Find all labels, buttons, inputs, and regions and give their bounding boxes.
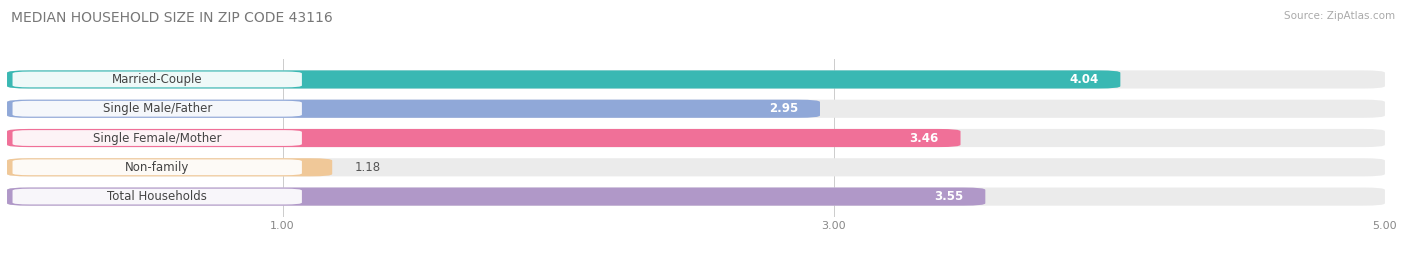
FancyBboxPatch shape bbox=[7, 158, 332, 176]
FancyBboxPatch shape bbox=[13, 72, 302, 87]
FancyBboxPatch shape bbox=[7, 129, 1385, 147]
Text: Total Households: Total Households bbox=[107, 190, 207, 203]
Text: 1.18: 1.18 bbox=[354, 161, 381, 174]
Text: 3.46: 3.46 bbox=[910, 132, 938, 144]
FancyBboxPatch shape bbox=[7, 70, 1385, 88]
FancyBboxPatch shape bbox=[13, 130, 302, 146]
Text: Single Male/Father: Single Male/Father bbox=[103, 102, 212, 115]
Text: 2.95: 2.95 bbox=[769, 102, 799, 115]
FancyBboxPatch shape bbox=[7, 70, 1121, 88]
FancyBboxPatch shape bbox=[13, 101, 302, 117]
Text: 3.55: 3.55 bbox=[934, 190, 963, 203]
Text: Non-family: Non-family bbox=[125, 161, 190, 174]
FancyBboxPatch shape bbox=[7, 188, 1385, 206]
Text: Single Female/Mother: Single Female/Mother bbox=[93, 132, 222, 144]
FancyBboxPatch shape bbox=[13, 159, 302, 175]
FancyBboxPatch shape bbox=[7, 158, 1385, 176]
FancyBboxPatch shape bbox=[7, 129, 960, 147]
Text: 4.04: 4.04 bbox=[1069, 73, 1098, 86]
FancyBboxPatch shape bbox=[7, 100, 820, 118]
FancyBboxPatch shape bbox=[7, 188, 986, 206]
Text: MEDIAN HOUSEHOLD SIZE IN ZIP CODE 43116: MEDIAN HOUSEHOLD SIZE IN ZIP CODE 43116 bbox=[11, 11, 333, 25]
Text: Source: ZipAtlas.com: Source: ZipAtlas.com bbox=[1284, 11, 1395, 21]
FancyBboxPatch shape bbox=[13, 189, 302, 204]
Text: Married-Couple: Married-Couple bbox=[112, 73, 202, 86]
FancyBboxPatch shape bbox=[7, 100, 1385, 118]
